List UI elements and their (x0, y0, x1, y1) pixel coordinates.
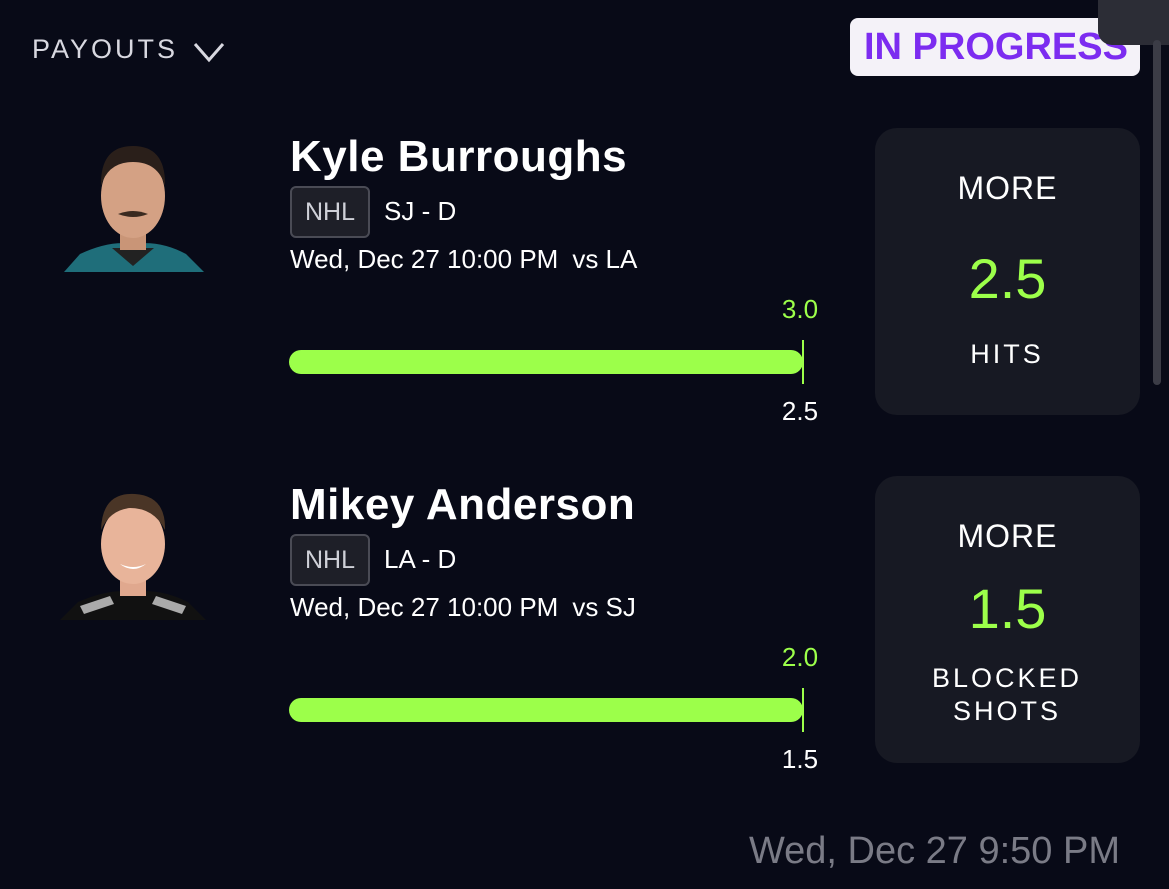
line-marker: 1.5 (781, 744, 819, 774)
progress-bar (289, 698, 803, 722)
timestamp: Wed, Dec 27 9:50 PM (748, 830, 1120, 872)
current-value: 2.0 (781, 642, 819, 672)
line-value: 1.5 (968, 577, 1047, 640)
stat-type: HITS (970, 339, 1044, 369)
scrollbar (1153, 40, 1161, 385)
overlay (1098, 0, 1169, 45)
line-marker: 2.5 (781, 396, 819, 426)
game-time: Wed, Dec 27 10:00 PM (290, 244, 559, 274)
pick-card[interactable]: MORE 1.5 BLOCKED SHOTS (875, 476, 1140, 763)
stat-type: BLOCKED SHOTS (931, 663, 1083, 726)
team-position: SJ - D (384, 196, 457, 226)
game-time: Wed, Dec 27 10:00 PM (290, 592, 559, 622)
direction: MORE (957, 170, 1058, 206)
game-info: Wed, Dec 27 10:00 PM vs LA (290, 244, 637, 275)
pick-row: Mikey Anderson NHL LA - D Wed, Dec 27 10… (0, 476, 1169, 824)
league-badge: NHL (290, 534, 370, 586)
status-pill: IN PROGRESS (850, 18, 1140, 76)
opponent: vs SJ (572, 592, 636, 622)
team-position: LA - D (384, 544, 457, 574)
line-tick (802, 340, 804, 384)
payouts-toggle[interactable]: PAYOUTS (32, 34, 179, 64)
status-text: IN PROGRESS (864, 26, 1128, 68)
progress-bar (289, 350, 803, 374)
chevron-icon[interactable] (192, 40, 226, 64)
opponent: vs LA (572, 244, 638, 274)
current-value: 3.0 (781, 294, 819, 324)
direction: MORE (957, 518, 1058, 554)
game-info: Wed, Dec 27 10:00 PM vs SJ (290, 592, 636, 623)
player-name: Mikey Anderson (290, 480, 636, 529)
pick-row: Kyle Burroughs NHL SJ - D Wed, Dec 27 10… (0, 128, 1169, 476)
league-badge: NHL (290, 186, 370, 238)
pick-card[interactable]: MORE 2.5 HITS (875, 128, 1140, 415)
line-value: 2.5 (968, 247, 1047, 310)
player-name: Kyle Burroughs (290, 132, 628, 181)
player-photo (60, 493, 206, 620)
line-tick (802, 688, 804, 732)
player-photo (64, 146, 204, 272)
